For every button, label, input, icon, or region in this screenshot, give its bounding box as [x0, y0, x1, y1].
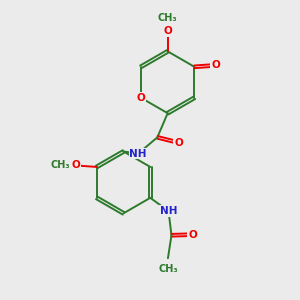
- Text: CH₃: CH₃: [158, 263, 178, 274]
- Text: O: O: [136, 93, 145, 103]
- Text: O: O: [211, 60, 220, 70]
- Text: O: O: [188, 230, 197, 240]
- Text: CH₃: CH₃: [50, 160, 70, 170]
- Text: NH: NH: [160, 206, 177, 216]
- Text: O: O: [163, 26, 172, 36]
- Text: O: O: [174, 138, 183, 148]
- Text: NH: NH: [130, 148, 147, 158]
- Text: O: O: [71, 160, 80, 170]
- Text: CH₃: CH₃: [158, 14, 178, 23]
